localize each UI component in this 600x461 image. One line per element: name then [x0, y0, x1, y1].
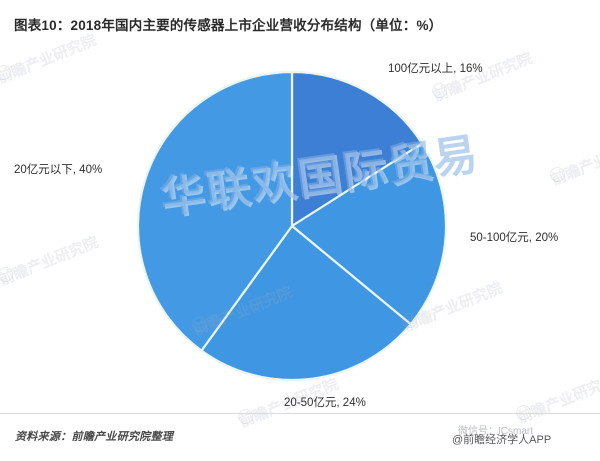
- pie-data-label-20-50yi: 20-50亿元, 24%: [284, 397, 366, 409]
- pie-slice-100亿元以上[interactable]: [290, 70, 424, 229]
- source-note: 资料来源：前瞻产业研究院整理: [15, 431, 174, 443]
- footer-divider: [0, 413, 600, 414]
- pie-slice-50-100亿元[interactable]: [290, 141, 448, 326]
- pie-data-label-50-100yi: 50-100亿元, 20%: [470, 232, 559, 244]
- pie-slices: [136, 70, 448, 382]
- wechat-id-watermark: 微信号：ICsmart: [458, 426, 533, 437]
- pie-data-label-20yi-below: 20亿元以下, 40%: [14, 164, 103, 176]
- page-title: 图表10：2018年国内主要的传感器上市企业营收分布结构（单位：%）: [14, 18, 443, 33]
- app-credit: @前瞻经济学人APP: [452, 434, 552, 446]
- pie-slice-20-50亿元[interactable]: [199, 224, 413, 382]
- pie-slice-20亿元以下[interactable]: [136, 70, 294, 353]
- pie-data-label-100yi-above: 100亿元以上, 16%: [388, 63, 483, 75]
